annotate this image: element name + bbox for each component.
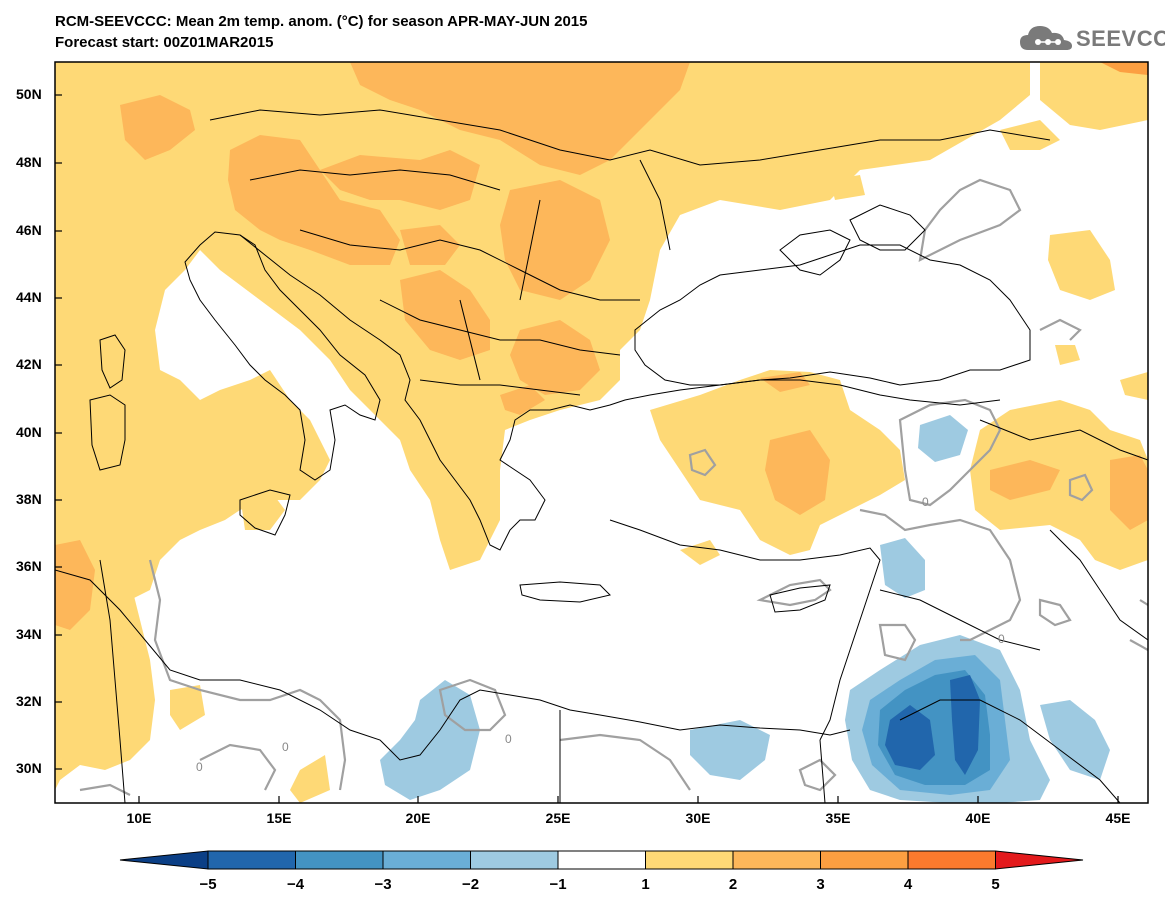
chart-title: RCM-SEEVCCC: Mean 2m temp. anom. (°C) fo…	[55, 13, 588, 30]
colorbar-segment	[907, 850, 996, 870]
colorbar	[119, 850, 1084, 870]
lon-label: 25E	[545, 810, 571, 826]
seevccc-logo: SEEVCCC	[1018, 20, 1165, 60]
anomaly-3-4-regions	[1100, 62, 1148, 75]
cloud-logo-icon	[1020, 26, 1072, 50]
lon-label: 20E	[405, 810, 431, 826]
lon-label: 35E	[825, 810, 851, 826]
lat-label: 44N	[16, 289, 42, 305]
contour-label: 0	[922, 495, 929, 509]
colorbar-label: −2	[461, 876, 480, 893]
colorbar-label: 1	[641, 876, 650, 893]
colorbar-label: −5	[199, 876, 217, 893]
anomaly-cool-regions	[380, 415, 1110, 803]
lat-label: 42N	[16, 356, 42, 372]
contour-label: 0	[998, 632, 1005, 646]
lon-ticks	[138, 796, 1119, 803]
chart-subtitle: Forecast start: 00Z01MAR2015	[55, 34, 274, 51]
colorbar-segment	[382, 850, 471, 870]
colorbar-segment	[645, 850, 734, 870]
lat-ticks	[55, 94, 62, 770]
lat-label: 40N	[16, 424, 42, 440]
coastlines-borders	[55, 109, 1148, 803]
colorbar-label: 5	[991, 876, 1000, 893]
colorbar-label: 4	[903, 876, 913, 893]
lat-label: 32N	[16, 693, 42, 709]
lat-label: 34N	[16, 626, 42, 642]
lat-label: 36N	[16, 558, 42, 574]
colorbar-segment	[207, 850, 296, 870]
contour-label: 0	[505, 732, 512, 746]
colorbar-label: 2	[728, 876, 738, 893]
lat-label: 38N	[16, 491, 42, 507]
colorbar-label: −3	[374, 876, 392, 893]
lat-label: 46N	[16, 222, 42, 238]
lat-label: 48N	[16, 154, 42, 170]
colorbar-label: 3	[816, 876, 825, 893]
colorbar-segment	[820, 850, 909, 870]
colorbar-segment	[995, 850, 1084, 870]
lon-label: 40E	[965, 810, 991, 826]
contour-label: 0	[282, 740, 289, 754]
colorbar-segment	[557, 850, 646, 870]
colorbar-label: −4	[286, 876, 305, 893]
colorbar-segment	[119, 850, 209, 870]
lon-label: 15E	[266, 810, 292, 826]
contour-label: 0	[196, 760, 203, 774]
lat-label: 30N	[16, 760, 42, 776]
lon-label: 30E	[685, 810, 711, 826]
lon-label: 45E	[1105, 810, 1131, 826]
colorbar-label: −1	[549, 876, 567, 893]
colorbar-segment	[295, 850, 384, 870]
colorbar-segment	[732, 850, 821, 870]
logo-text: SEEVCCC	[1076, 26, 1165, 51]
zero-contour-lines	[79, 178, 1148, 796]
lon-label: 10E	[126, 810, 152, 826]
colorbar-segment	[470, 850, 559, 870]
lat-label: 50N	[16, 86, 42, 102]
